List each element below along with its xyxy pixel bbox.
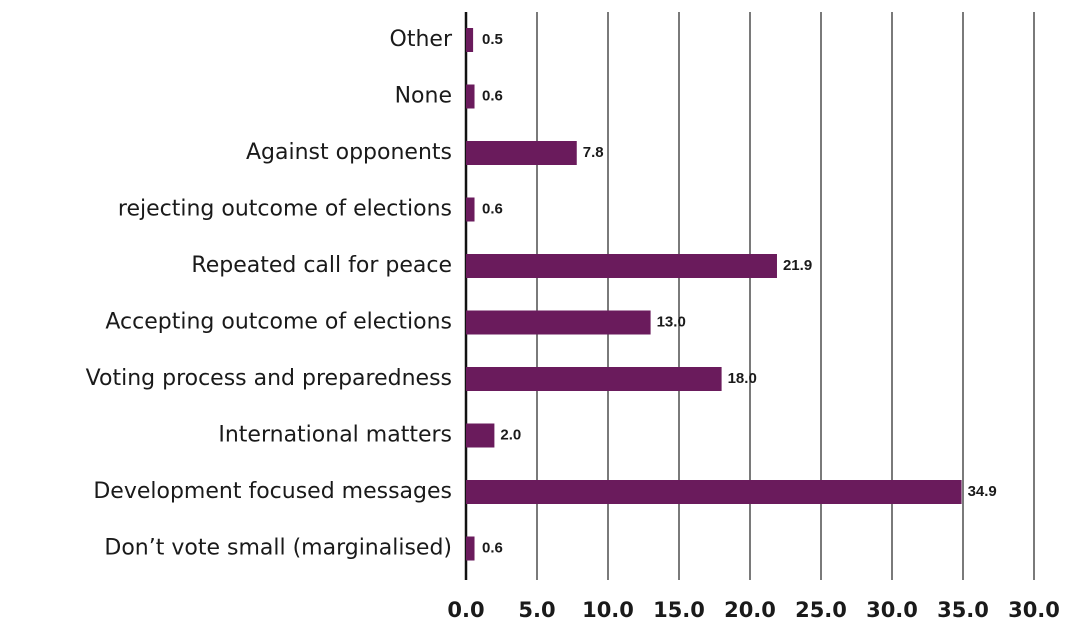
category-label: Against opponents (246, 140, 452, 165)
data-label: 34.9 (968, 483, 997, 500)
x-tick-label: 10.0 (582, 598, 634, 622)
category-label: Other (390, 27, 453, 52)
data-label: 0.6 (482, 539, 503, 556)
bar (466, 28, 474, 52)
x-tick-label: 30.0 (866, 598, 918, 622)
category-label: Voting process and preparedness (86, 366, 452, 391)
category-label: Accepting outcome of elections (105, 310, 452, 335)
category-label: International matters (218, 423, 452, 448)
x-tick-label: 20.0 (724, 598, 776, 622)
bar (466, 254, 777, 278)
x-tick-label: 25.0 (795, 598, 847, 622)
data-label: 13.0 (657, 313, 686, 330)
data-label: 7.8 (583, 144, 604, 161)
bar (466, 84, 475, 109)
category-label: Repeated call for peace (191, 253, 452, 278)
category-label: rejecting outcome of elections (118, 197, 452, 222)
x-tick-label: 30.0 (1008, 598, 1060, 622)
bar (466, 423, 495, 448)
x-tick-label: 0.0 (447, 598, 484, 622)
bar (466, 480, 962, 504)
category-label: None (395, 84, 452, 109)
bar (466, 310, 651, 335)
data-label: 0.6 (482, 200, 503, 217)
x-tick-label: 35.0 (937, 598, 989, 622)
data-label: 0.5 (482, 31, 503, 48)
x-tick-label: 5.0 (518, 598, 555, 622)
category-label: Don’t vote small (marginalised) (104, 536, 452, 561)
x-tick-label: 15.0 (653, 598, 705, 622)
data-label: 0.6 (482, 87, 503, 104)
bar (466, 536, 475, 561)
bar (466, 367, 722, 391)
bar (466, 197, 475, 222)
category-label: Development focused messages (93, 479, 452, 504)
data-label: 2.0 (500, 426, 521, 443)
bar (466, 141, 577, 165)
data-label: 21.9 (783, 257, 812, 274)
data-label: 18.0 (728, 370, 757, 387)
